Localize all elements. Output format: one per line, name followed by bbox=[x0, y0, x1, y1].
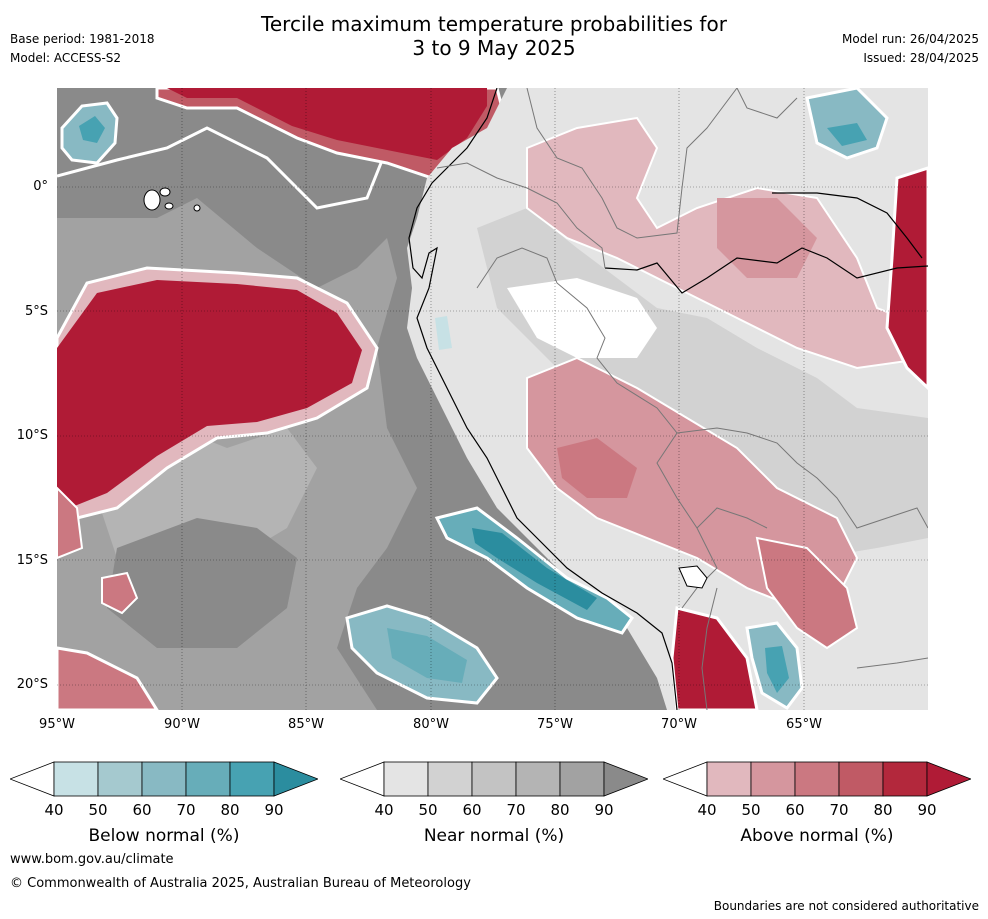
lat-label-15s: 15°S bbox=[16, 553, 48, 568]
colorbar-tick-label: 60 bbox=[785, 801, 805, 819]
ocean-above-normal-sw-blob bbox=[101, 571, 139, 615]
colorbar-tick-label: 80 bbox=[550, 801, 570, 819]
land-above-normal-east bbox=[885, 166, 928, 391]
colorbar-segment-low bbox=[10, 761, 55, 797]
colorbar-title-near: Near normal (%) bbox=[423, 826, 565, 846]
ocean-below-normal-nw-core bbox=[79, 116, 105, 143]
colorbar-segment bbox=[515, 761, 561, 797]
colorbar-segment bbox=[185, 761, 231, 797]
issued-label: Issued: 28/04/2025 bbox=[863, 51, 979, 65]
copyright-text: © Commonwealth of Australia 2025, Austra… bbox=[10, 876, 471, 891]
lon-label-65w: 65°W bbox=[786, 717, 822, 732]
colorbar-tick-label: 70 bbox=[829, 801, 849, 819]
colorbar-segment-low bbox=[663, 761, 708, 797]
lon-label-95w: 95°W bbox=[39, 717, 75, 732]
colorbar-segment bbox=[427, 761, 473, 797]
ocean-above-normal-north-core bbox=[167, 88, 487, 160]
lon-label-90w: 90°W bbox=[164, 717, 200, 732]
colorbar-segment bbox=[882, 761, 928, 797]
website-link[interactable]: www.bom.gov.au/climate bbox=[10, 852, 174, 867]
colorbar-title-above: Above normal (%) bbox=[740, 826, 894, 846]
colorbar-tick-label: 90 bbox=[264, 801, 284, 819]
colorbar-title-below: Below normal (%) bbox=[88, 826, 240, 846]
land-below-normal-south-core bbox=[765, 646, 789, 693]
lake-titicaca bbox=[678, 565, 708, 589]
colorbar-tick-label: 40 bbox=[44, 801, 64, 819]
coastline bbox=[408, 88, 678, 710]
lon-label-85w: 85°W bbox=[288, 717, 324, 732]
colorbar-tick-label: 90 bbox=[917, 801, 937, 819]
colorbar-segment-low bbox=[340, 761, 385, 797]
title-line-1: Tercile maximum temperature probabilitie… bbox=[261, 12, 727, 36]
lat-label-20s: 20°S bbox=[16, 677, 48, 692]
colorbar-tick-label: 40 bbox=[374, 801, 394, 819]
colorbar-segment bbox=[229, 761, 275, 797]
map-title: Tercile maximum temperature probabilitie… bbox=[0, 12, 988, 60]
colorbar-segment bbox=[706, 761, 752, 797]
colorbar-segment bbox=[97, 761, 143, 797]
colorbar-tick-label: 80 bbox=[220, 801, 240, 819]
colorbar-tick-label: 40 bbox=[697, 801, 717, 819]
lat-label-0: 0° bbox=[33, 179, 48, 194]
colorbar-near-normal bbox=[340, 761, 648, 797]
colorbar-above-normal bbox=[663, 761, 971, 797]
lat-label-5s: 5°S bbox=[24, 304, 48, 319]
country-borders bbox=[436, 88, 928, 710]
lon-label-75w: 75°W bbox=[537, 717, 573, 732]
colorbar-tick-label: 80 bbox=[873, 801, 893, 819]
ocean-above-normal-west-core bbox=[57, 280, 362, 513]
colorbar-segment bbox=[141, 761, 187, 797]
lon-label-80w: 80°W bbox=[413, 717, 449, 732]
land-above-normal-se bbox=[755, 536, 859, 650]
ocean-contour-white bbox=[57, 126, 428, 210]
title-line-2: 3 to 9 May 2025 bbox=[412, 36, 576, 60]
lat-label-10s: 10°S bbox=[16, 428, 48, 443]
land-below-normal-ne bbox=[805, 88, 889, 160]
ocean-above-normal-sw bbox=[57, 646, 159, 710]
base-period-label: Base period: 1981-2018 bbox=[10, 32, 155, 46]
lon-label-70w: 70°W bbox=[661, 717, 697, 732]
colorbar-segment bbox=[471, 761, 517, 797]
colorbar-segment bbox=[383, 761, 429, 797]
model-label: Model: ACCESS-S2 bbox=[10, 51, 122, 65]
colorbar-segment-high bbox=[926, 761, 971, 797]
land-above-normal-central-core bbox=[557, 438, 637, 498]
colorbar-tick-label: 50 bbox=[88, 801, 108, 819]
ocean-near-normal-dark-patch bbox=[107, 518, 297, 648]
graticule bbox=[57, 88, 928, 710]
land-above-normal-south bbox=[670, 606, 759, 710]
land-near-normal-white bbox=[507, 278, 657, 358]
colorbar-tick-label: 50 bbox=[741, 801, 761, 819]
ocean-below-normal-south-core bbox=[387, 628, 467, 683]
amazon-river-north bbox=[772, 192, 923, 259]
coastal-below-normal-peru-core bbox=[472, 528, 597, 610]
colorbar-tick-label: 90 bbox=[594, 801, 614, 819]
colorbar-segment bbox=[53, 761, 99, 797]
colorbar-tick-label: 50 bbox=[418, 801, 438, 819]
model-run-label: Model run: 26/04/2025 bbox=[841, 32, 979, 46]
colorbar-below-normal bbox=[10, 761, 318, 797]
galapagos-islands bbox=[143, 187, 201, 212]
colorbar-segment bbox=[794, 761, 840, 797]
ocean-above-normal-sw-small bbox=[57, 486, 84, 560]
disclaimer-text: Boundaries are not considered authoritat… bbox=[713, 899, 979, 913]
colorbar-tick-label: 70 bbox=[506, 801, 526, 819]
colorbar-tick-label: 60 bbox=[132, 801, 152, 819]
land-above-normal-north-core bbox=[717, 198, 817, 278]
colorbar-segment bbox=[559, 761, 605, 797]
land-below-normal-ne-core bbox=[827, 123, 867, 146]
colorbar-segment-high bbox=[273, 761, 318, 797]
colorbar-tick-label: 70 bbox=[176, 801, 196, 819]
colorbar-segment bbox=[750, 761, 796, 797]
colorbar-segment-high bbox=[603, 761, 648, 797]
colorbar-segment bbox=[838, 761, 884, 797]
probability-map bbox=[57, 88, 928, 710]
amazon-river bbox=[604, 247, 928, 294]
land-below-normal-patch bbox=[435, 316, 452, 350]
colorbar-tick-label: 60 bbox=[462, 801, 482, 819]
